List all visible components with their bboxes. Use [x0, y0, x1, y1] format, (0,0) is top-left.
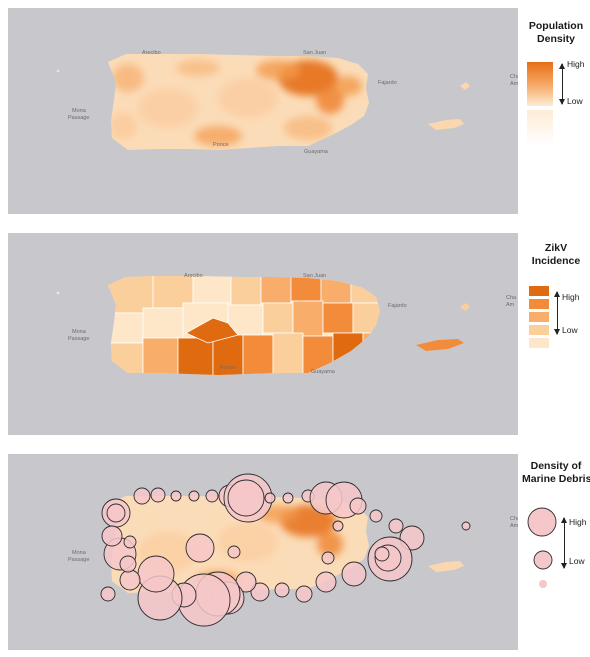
debris-circle	[119, 569, 141, 591]
svg-text:Am: Am	[510, 81, 518, 87]
gradient-swatch	[527, 62, 553, 106]
legend-low-label: Low	[562, 325, 578, 335]
svg-text:Cha: Cha	[510, 74, 518, 80]
svg-text:Passage: Passage	[68, 336, 89, 342]
svg-text:Arecibo: Arecibo	[184, 273, 203, 279]
svg-text:Passage: Passage	[68, 115, 89, 121]
svg-text:Guayama: Guayama	[311, 369, 336, 375]
debris-circle	[321, 551, 335, 565]
municipalities	[108, 276, 380, 375]
size-legend	[527, 507, 557, 588]
debris-circle	[282, 492, 294, 504]
debris-circle	[133, 487, 151, 505]
legend-high-label: High	[569, 517, 587, 527]
debris-circle	[274, 582, 290, 598]
legend-title-line1: Population	[528, 20, 584, 32]
legend-low-label: Low	[569, 556, 585, 566]
debris-circles	[100, 473, 471, 627]
class-swatch-2	[529, 325, 549, 335]
debris-circle	[250, 582, 270, 602]
debris-circle	[185, 533, 215, 563]
svg-text:Mona: Mona	[72, 108, 87, 114]
debris-circle	[101, 525, 123, 547]
legend-arrow	[559, 63, 565, 105]
debris-circle	[315, 571, 337, 593]
population-density-map: San Juan Arecibo Fajardo Ponce Guayama M…	[56, 50, 518, 155]
legend-arrow	[561, 517, 567, 569]
debris-circle	[100, 586, 116, 602]
culebra-island	[460, 303, 470, 311]
size-legend-medium	[533, 550, 553, 570]
legend-population-density: Population Density High Low	[522, 20, 590, 160]
svg-text:Am: Am	[506, 302, 515, 308]
debris-circle	[170, 490, 182, 502]
debris-circle	[295, 585, 313, 603]
size-legend-large	[527, 507, 557, 537]
map-panel-zikv-incidence[interactable]: San Juan Arecibo Fajardo Ponce Guayama M…	[8, 233, 518, 435]
vieques-island	[416, 339, 464, 351]
vieques-island	[428, 119, 464, 130]
svg-text:Guayama: Guayama	[304, 149, 329, 155]
debris-circle	[205, 489, 219, 503]
debris-circle	[332, 520, 344, 532]
svg-text:Fajardo: Fajardo	[388, 303, 407, 309]
culebra-island	[460, 82, 470, 90]
debris-circle	[227, 545, 241, 559]
debris-circle	[264, 492, 276, 504]
size-legend-small	[539, 580, 547, 588]
class-swatch-5	[529, 286, 549, 296]
legend-arrow	[554, 291, 560, 335]
legend-marine-debris: Density of Marine Debris High Low	[522, 460, 590, 600]
legend-title-line2: Marine Debris	[522, 473, 590, 485]
legend-zikv-incidence: ZikV Incidence High Low	[522, 242, 590, 372]
debris-circle	[150, 487, 166, 503]
map-panel-marine-debris[interactable]: Mona Passage Cha Am	[8, 454, 518, 650]
svg-text:Cha: Cha	[510, 516, 518, 522]
debris-circle	[188, 490, 200, 502]
marine-debris-map: Mona Passage Cha Am	[68, 473, 518, 627]
legend-high-label: High	[567, 59, 585, 69]
svg-text:San Juan: San Juan	[303, 50, 326, 56]
svg-text:Arecibo: Arecibo	[142, 50, 161, 56]
svg-text:Am: Am	[510, 523, 518, 529]
vieques-island	[428, 561, 464, 572]
gradient-fade	[527, 110, 553, 146]
debris-circle	[123, 535, 137, 549]
debris-circle	[388, 518, 404, 534]
debris-circle	[119, 555, 137, 573]
debris-circle	[461, 521, 471, 531]
svg-text:Ponce: Ponce	[213, 142, 229, 148]
svg-text:Fajardo: Fajardo	[378, 80, 397, 86]
debris-circle	[137, 555, 175, 593]
legend-title-line1: Density of	[530, 460, 582, 472]
debris-circle	[349, 497, 367, 515]
legend-high-label: High	[562, 292, 580, 302]
debris-circle	[106, 503, 126, 523]
legend-title-line2: Density	[537, 33, 575, 45]
svg-text:Mona: Mona	[72, 329, 87, 335]
class-swatch-3	[529, 312, 549, 322]
map-panel-population-density[interactable]: San Juan Arecibo Fajardo Ponce Guayama M…	[8, 8, 518, 214]
class-swatch-1	[529, 338, 549, 348]
svg-text:Mona: Mona	[72, 550, 87, 556]
density-blobs	[109, 60, 362, 146]
legend-title-line2: Incidence	[531, 255, 581, 267]
legend-title-line1: ZikV	[544, 242, 568, 254]
svg-text:San Juan: San Juan	[303, 273, 326, 279]
class-swatch-4	[529, 299, 549, 309]
debris-circle	[341, 561, 367, 587]
svg-text:Passage: Passage	[68, 557, 89, 563]
svg-text:Cha: Cha	[506, 295, 517, 301]
zikv-incidence-map: San Juan Arecibo Fajardo Ponce Guayama M…	[56, 273, 517, 375]
svg-text:Ponce: Ponce	[220, 365, 236, 371]
debris-circle	[227, 479, 265, 517]
debris-circle	[369, 509, 383, 523]
debris-circle	[374, 546, 390, 562]
legend-low-label: Low	[567, 96, 583, 106]
